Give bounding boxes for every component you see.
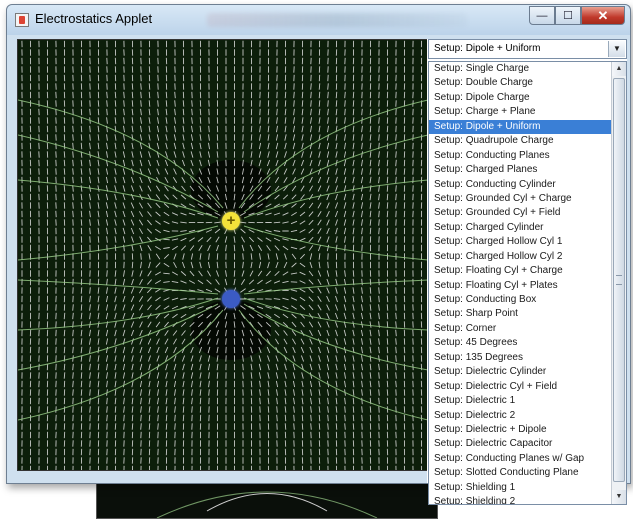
setup-option[interactable]: Setup: Conducting Planes bbox=[434, 149, 550, 161]
vector-grid bbox=[21, 40, 423, 470]
setup-dropdown[interactable]: Setup: Dipole + Uniform ▼ bbox=[428, 39, 627, 59]
setup-option[interactable]: Setup: Shielding 1 bbox=[434, 481, 516, 493]
field-line bbox=[18, 179, 219, 219]
positive-charge[interactable]: + bbox=[222, 212, 240, 230]
shadow-region bbox=[191, 300, 271, 360]
field-canvas[interactable]: + bbox=[17, 39, 429, 471]
minimize-icon: — bbox=[536, 9, 548, 22]
maximize-button[interactable]: ☐ bbox=[555, 6, 581, 25]
grip-icon bbox=[616, 275, 622, 285]
applet-window: Electrostatics Applet — ☐ ✕ + Setup: Dip… bbox=[6, 4, 631, 505]
field-line bbox=[238, 309, 428, 421]
setup-option[interactable]: Setup: Shielding 2 bbox=[434, 496, 516, 505]
field-line bbox=[243, 134, 428, 213]
minimize-button[interactable]: — bbox=[529, 6, 555, 25]
field-line bbox=[243, 179, 428, 219]
setup-option[interactable]: Setup: Charge + Plane bbox=[434, 106, 536, 118]
list-scrollbar[interactable]: ▲ ▼ bbox=[611, 62, 626, 504]
setup-option[interactable]: Setup: Floating Cyl + Plates bbox=[434, 279, 558, 291]
plus-icon: + bbox=[226, 212, 236, 229]
setup-option[interactable]: Setup: Conducting Box bbox=[434, 294, 537, 305]
setup-option[interactable]: Setup: Charged Planes bbox=[434, 164, 538, 176]
field-line bbox=[243, 279, 428, 295]
close-button[interactable]: ✕ bbox=[581, 6, 625, 25]
field-line bbox=[18, 279, 219, 295]
setup-option[interactable]: Setup: Charged Cylinder bbox=[434, 221, 544, 233]
setup-option[interactable]: Setup: Dipole Charge bbox=[434, 91, 530, 103]
window-title: Electrostatics Applet bbox=[35, 11, 153, 26]
setup-option[interactable]: Setup: Corner bbox=[434, 322, 497, 334]
setup-option[interactable]: Setup: Quadrupole Charge bbox=[434, 135, 554, 147]
setup-option[interactable]: Setup: Dielectric Cylinder bbox=[434, 366, 547, 378]
field-vectors bbox=[21, 40, 423, 470]
setup-option[interactable]: Setup: 135 Degrees bbox=[434, 351, 523, 363]
field-line bbox=[243, 225, 428, 261]
field-line bbox=[238, 99, 428, 209]
setup-option[interactable]: Setup: Single Charge bbox=[434, 63, 530, 74]
negative-charge[interactable] bbox=[222, 290, 240, 308]
background-field-lines bbox=[156, 491, 378, 518]
chevron-down-icon[interactable]: ▼ bbox=[608, 41, 625, 57]
close-icon: ✕ bbox=[597, 7, 609, 23]
scrollbar-thumb[interactable] bbox=[613, 78, 625, 482]
setup-option[interactable]: Setup: Floating Cyl + Charge bbox=[434, 265, 563, 277]
setup-option[interactable]: Setup: Dielectric 2 bbox=[434, 409, 516, 421]
setup-option[interactable]: Setup: Dipole + Uniform bbox=[429, 119, 626, 135]
setup-option[interactable]: Setup: Dielectric + Dipole bbox=[434, 423, 547, 435]
setup-option[interactable]: Setup: Dielectric Cyl + Field bbox=[434, 380, 558, 392]
setup-option[interactable]: Setup: Charged Hollow Cyl 1 bbox=[434, 236, 563, 248]
setup-option[interactable]: Setup: Sharp Point bbox=[434, 308, 518, 320]
setup-option[interactable]: Setup: Slotted Conducting Plane bbox=[434, 467, 579, 479]
setup-option[interactable]: Setup: Conducting Planes w/ Gap bbox=[434, 452, 585, 464]
field-line bbox=[18, 225, 219, 261]
field-line bbox=[18, 303, 219, 371]
applet-icon[interactable] bbox=[15, 13, 29, 27]
field-line bbox=[18, 134, 219, 213]
field-line bbox=[18, 309, 224, 421]
setup-dropdown-value: Setup: Dipole + Uniform bbox=[434, 43, 541, 54]
setup-option[interactable]: Setup: Double Charge bbox=[434, 77, 533, 89]
field-line bbox=[18, 297, 219, 331]
window-controls: — ☐ ✕ bbox=[529, 6, 625, 26]
potential-shading bbox=[18, 40, 428, 470]
title-bar[interactable]: Electrostatics Applet — ☐ ✕ bbox=[7, 5, 630, 35]
maximize-icon: ☐ bbox=[563, 10, 573, 22]
setup-option[interactable]: Setup: Conducting Cylinder bbox=[434, 178, 556, 190]
blurred-taskbar-content bbox=[207, 13, 467, 27]
setup-options: Setup: Single Charge Setup: Double Charge… bbox=[429, 62, 626, 505]
setup-option[interactable]: Setup: Dielectric Capacitor bbox=[434, 438, 553, 450]
setup-option[interactable]: Setup: Grounded Cyl + Charge bbox=[434, 192, 572, 204]
setup-option[interactable]: Setup: Grounded Cyl + Field bbox=[434, 207, 561, 219]
setup-option[interactable]: Setup: 45 Degrees bbox=[434, 337, 518, 349]
setup-option[interactable]: Setup: Charged Hollow Cyl 2 bbox=[434, 250, 563, 262]
field-lines bbox=[18, 99, 428, 421]
field-line bbox=[18, 99, 224, 209]
setup-option[interactable]: Setup: Dielectric 1 bbox=[434, 395, 516, 407]
field-visualization bbox=[18, 40, 428, 470]
field-line bbox=[243, 297, 428, 331]
control-panel: Setup: Dipole + Uniform ▼ Setup: Single … bbox=[427, 39, 627, 505]
field-line bbox=[243, 303, 428, 371]
shadow-region bbox=[191, 160, 271, 220]
scroll-up-icon[interactable]: ▲ bbox=[612, 62, 626, 76]
scroll-down-icon[interactable]: ▼ bbox=[612, 490, 626, 504]
setup-options-list[interactable]: Setup: Single Charge Setup: Double Charge… bbox=[428, 61, 627, 505]
